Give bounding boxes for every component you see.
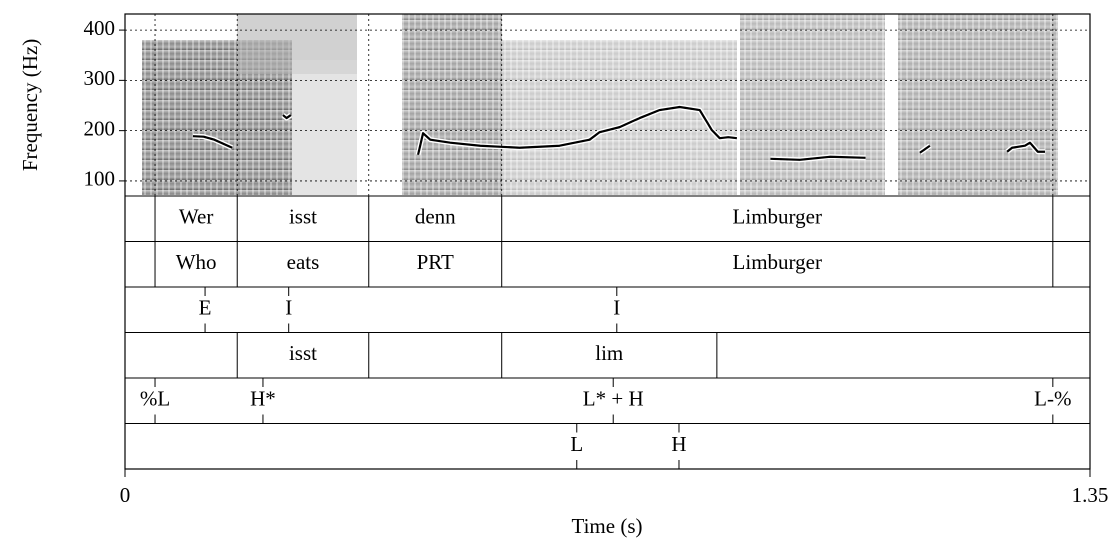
point-label: H*: [250, 387, 276, 411]
point-label: %L: [140, 387, 170, 411]
point-label: E: [199, 296, 212, 320]
x-tick-label: 0: [120, 483, 131, 507]
interval-label: Limburger: [733, 205, 822, 229]
point-label: I: [285, 296, 292, 320]
interval-label: isst: [289, 205, 317, 229]
spectrogram: [142, 14, 1058, 195]
x-axis-label: Time (s): [572, 514, 643, 538]
pitch-track: [192, 105, 1045, 161]
point-label: L: [570, 432, 583, 456]
interval-label: lim: [595, 341, 623, 365]
interval-label: Who: [176, 250, 217, 274]
spectrogram-band: [502, 40, 737, 195]
point-label: H: [671, 432, 686, 456]
interval-label: eats: [287, 250, 320, 274]
y-axis-label: Frequency (Hz): [18, 39, 42, 171]
point-label: I: [613, 296, 620, 320]
y-tick-label: 300: [84, 66, 116, 90]
interval-label: Limburger: [733, 250, 822, 274]
y-tick-label: 200: [84, 116, 116, 140]
interval-label: denn: [415, 205, 456, 229]
y-tick-label: 100: [84, 167, 116, 191]
point-label: L* + H: [583, 387, 644, 411]
interval-label: PRT: [417, 250, 454, 274]
interval-label: Wer: [179, 205, 213, 229]
y-tick-label: 400: [84, 16, 116, 40]
spectrogram-band: [898, 14, 1058, 195]
spectrogram-band: [142, 40, 292, 195]
spectrogram-band: [402, 14, 502, 195]
interval-label: isst: [289, 341, 317, 365]
spectrogram-band: [292, 60, 357, 195]
spectrogram-band: [740, 14, 885, 195]
x-tick-label: 1.35: [1072, 483, 1109, 507]
point-label: L-%: [1034, 387, 1071, 411]
